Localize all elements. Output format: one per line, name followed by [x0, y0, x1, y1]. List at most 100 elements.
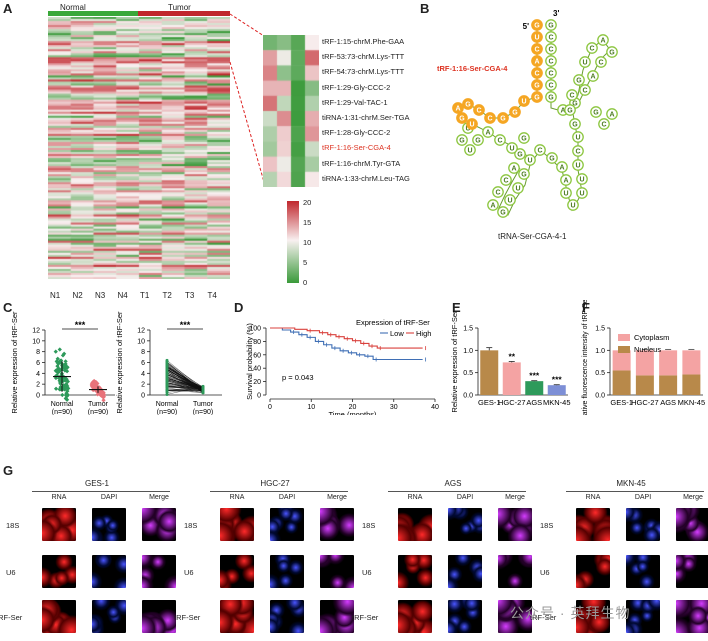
- c-paired-tumor-point: [201, 385, 205, 389]
- e-sig: ***: [529, 371, 540, 381]
- nucleotide-letter: U: [534, 35, 539, 42]
- c-point: [60, 392, 65, 398]
- legend-tick: 15: [303, 218, 312, 227]
- green-nucleotide: [576, 187, 588, 199]
- zoom-row-label: tRF-1:28-Gly-CCC-2: [322, 128, 391, 138]
- c-point: [53, 349, 58, 354]
- green-nucleotide: [597, 34, 609, 46]
- f-bar-cytoplasm: [682, 350, 701, 375]
- nucleotide-letter: C: [589, 46, 594, 53]
- image-rna: [220, 555, 254, 588]
- green-nucleotide: [504, 194, 516, 206]
- green-nucleotide: [500, 174, 512, 186]
- zoom-row-label: tRF-1:29-Gly-CCC-2: [322, 82, 391, 92]
- f-y-tick-label: 0.5: [595, 370, 605, 377]
- nucleotide-letter: A: [455, 106, 460, 113]
- image-dapi: [92, 508, 126, 541]
- c-paired-normal-point: [165, 388, 169, 392]
- zoom-connector: [229, 13, 265, 183]
- nucleotide-letter: G: [521, 136, 527, 143]
- f-ylabel: Relative fluorescence intensity of tRF-S…: [582, 300, 589, 415]
- c-left-tick-label: 4: [36, 371, 40, 378]
- legend-tick: 5: [303, 258, 308, 267]
- nucleotide-letter: G: [549, 156, 555, 163]
- e-sig: ***: [552, 375, 563, 385]
- c-paired-line: [166, 368, 204, 392]
- image-rna: [220, 508, 254, 541]
- nucleotide-letter: A: [485, 130, 490, 137]
- nucleotide-letter: U: [507, 198, 512, 205]
- image-rna: [398, 508, 432, 541]
- nucleotide-letter: A: [490, 203, 495, 210]
- e-category: AGS: [526, 398, 542, 407]
- image-rna: [398, 555, 432, 588]
- ylabel-left: Relative expression of tRF-Ser: [10, 311, 19, 414]
- cell-title: MKN-45: [616, 479, 646, 488]
- cell-title: GES-1: [84, 479, 109, 488]
- d-xlabel: Time (months): [328, 410, 377, 415]
- channel-label: RNA: [407, 494, 423, 501]
- c-pair-group-label: Normal: [156, 401, 179, 408]
- zoom-row-label: tiRNA-1:31-chrM.Ser-TGA: [322, 113, 410, 122]
- nucleotide-letter: C: [476, 108, 481, 115]
- green-nucleotide: [508, 162, 520, 174]
- e-y-tick-label: 1.0: [463, 348, 473, 355]
- image-dapi: [448, 508, 482, 541]
- nucleotide-letter: G: [459, 116, 465, 123]
- c-group-label: Normal: [51, 401, 74, 408]
- c-paired-line: [166, 382, 204, 392]
- nucleotide-letter: U: [563, 191, 568, 198]
- channel-label: RNA: [585, 494, 601, 501]
- row-label: U6: [540, 568, 550, 577]
- d-legend-title: Expression of tRF-Ser: [356, 318, 430, 327]
- panel-label-b: B: [420, 1, 430, 16]
- d-y-tick-label: 20: [253, 379, 261, 386]
- nucleotide-letter: C: [537, 148, 542, 155]
- c-n-label: (n=90): [88, 409, 108, 415]
- c-left-tick-label: 6: [36, 360, 40, 367]
- normal-group-bar: [48, 11, 138, 16]
- nucleotide-letter: G: [548, 95, 554, 102]
- c-left-tick-label: 12: [32, 328, 40, 335]
- green-nucleotide: [512, 182, 524, 194]
- nucleotide-letter: C: [548, 35, 553, 42]
- legend-tick: 10: [303, 238, 312, 247]
- green-nucleotide: [569, 118, 581, 130]
- sample-label-n1: N1: [50, 291, 61, 300]
- c-right-tick-label: 6: [141, 360, 145, 367]
- nucleotide-letter: G: [512, 110, 518, 117]
- green-nucleotide: [606, 46, 618, 58]
- sample-label-n3: N3: [95, 291, 106, 300]
- image-merge: [498, 555, 532, 588]
- e-category: GES-1: [478, 398, 501, 407]
- green-nucleotide: [545, 67, 557, 79]
- channel-label: Merge: [683, 494, 703, 501]
- heatmap: [48, 17, 230, 279]
- c-left-tick-label: 2: [36, 382, 40, 389]
- orange-nucleotide: [497, 112, 509, 124]
- image-merge: [676, 508, 708, 541]
- c-right-tick-label: 4: [141, 371, 145, 378]
- c-paired-line: [166, 369, 204, 393]
- c-right-tick-label: 12: [137, 328, 145, 335]
- e-y-tick-label: 1.5: [463, 326, 473, 333]
- green-nucleotide: [573, 74, 585, 86]
- d-xtick-label: 20: [349, 404, 357, 411]
- nucleotide-letter: G: [572, 101, 578, 108]
- trna-caption: tRNA-Ser-CGA-4-1: [498, 232, 567, 241]
- row-label: 18S: [362, 521, 376, 530]
- nucleotide-letter: C: [548, 47, 553, 54]
- green-nucleotide: [464, 144, 476, 156]
- channel-label: Merge: [149, 494, 169, 501]
- c-n-label: (n=90): [52, 409, 72, 415]
- green-nucleotide: [546, 152, 558, 164]
- e-bar-mkn-45: [547, 385, 566, 395]
- nucleotide-letter: G: [475, 138, 481, 145]
- e-ylabel: Relative expression of tRF-Ser: [450, 310, 459, 413]
- nucleotide-letter: G: [567, 108, 573, 115]
- zoom-row-label: tRF-1:15-chrM.Phe-GAA: [322, 37, 405, 46]
- c-point: [63, 359, 68, 364]
- orange-nucleotide: [531, 31, 543, 43]
- green-nucleotide: [572, 145, 584, 157]
